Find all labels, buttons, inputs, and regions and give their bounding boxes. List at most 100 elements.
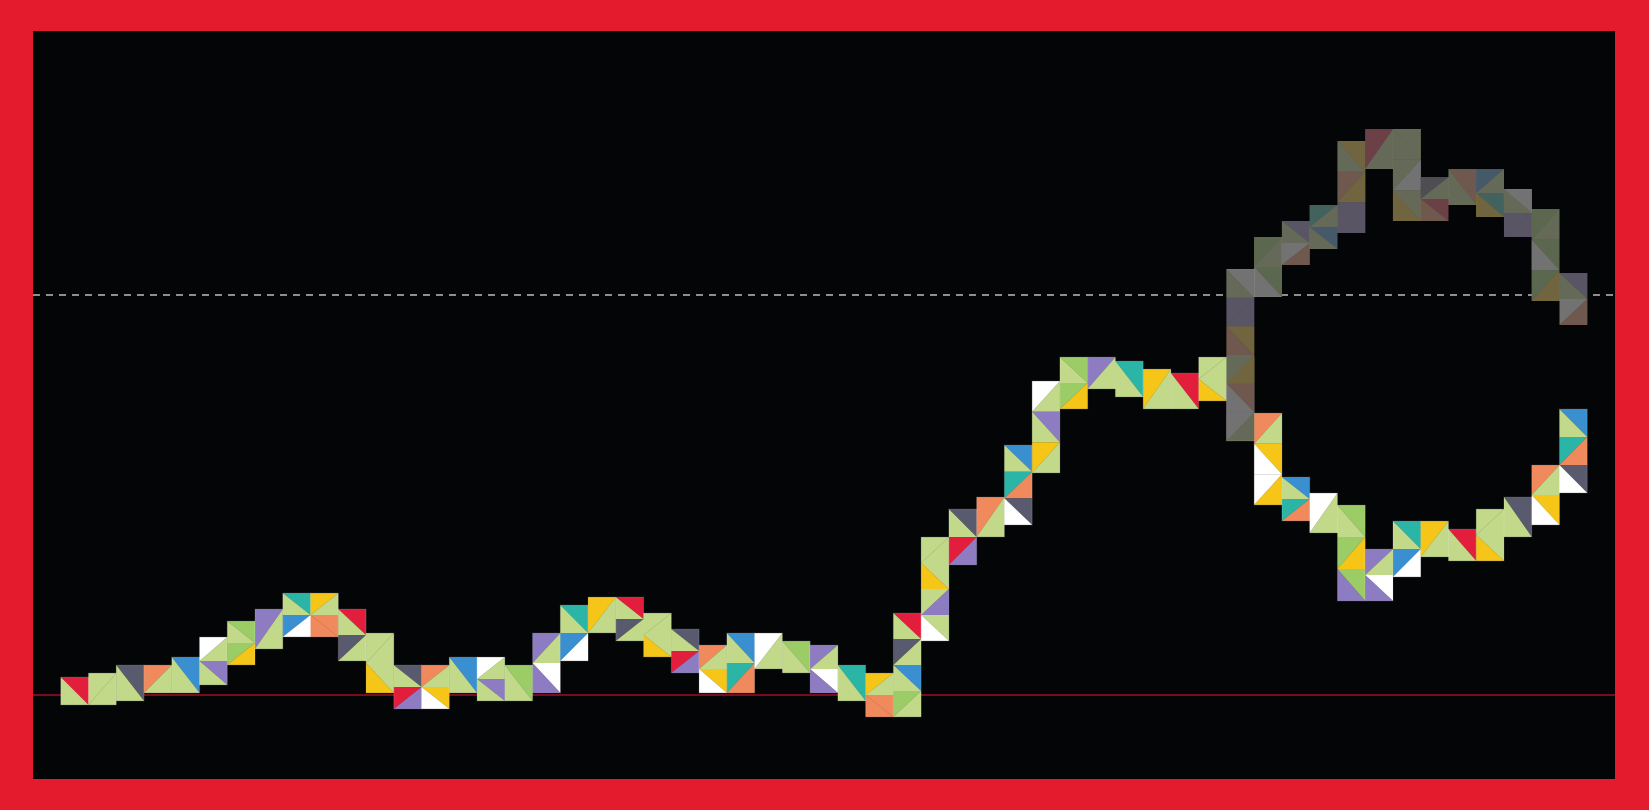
column [1448, 169, 1477, 205]
tile [1115, 361, 1144, 397]
tile [976, 497, 1005, 537]
tile [921, 589, 949, 615]
column [1254, 237, 1282, 297]
outline [1531, 464, 1560, 526]
column [1336, 504, 1366, 602]
tile [1559, 409, 1588, 438]
tile [421, 687, 450, 709]
column [726, 632, 756, 694]
tile [1198, 357, 1227, 379]
tile [893, 639, 922, 665]
tile [754, 633, 783, 669]
tile [477, 679, 505, 701]
tile [1198, 379, 1227, 401]
outline [1558, 408, 1588, 494]
tile [1337, 568, 1366, 601]
column [1420, 177, 1449, 221]
column [448, 656, 478, 694]
column [1226, 269, 1255, 441]
tile [1032, 442, 1060, 473]
column [115, 664, 145, 702]
tile [1420, 521, 1449, 557]
tile [477, 657, 505, 679]
tile [1004, 471, 1033, 499]
tile [921, 537, 949, 564]
tile [1004, 471, 1033, 499]
tile [810, 669, 838, 693]
tile [1392, 549, 1421, 577]
tile [393, 687, 422, 709]
tile [1309, 493, 1338, 533]
tile [865, 695, 894, 717]
tile [699, 645, 727, 669]
tile [199, 661, 228, 685]
tile [338, 609, 367, 635]
column [1031, 380, 1061, 474]
column [143, 664, 173, 694]
tile [1004, 498, 1033, 525]
column [1364, 548, 1394, 602]
column [1198, 356, 1227, 402]
tile [671, 651, 700, 673]
tile [893, 690, 922, 717]
tile [421, 665, 450, 687]
tile [1254, 474, 1282, 505]
column [754, 632, 783, 670]
column [1309, 205, 1338, 249]
tile [1476, 535, 1504, 561]
tile [1392, 521, 1421, 549]
column [1476, 169, 1504, 217]
tile [1281, 499, 1310, 521]
outline [532, 632, 561, 694]
tile [532, 633, 561, 663]
shade [1309, 205, 1338, 249]
tile [1337, 568, 1366, 601]
tile [449, 657, 478, 693]
tile [116, 665, 145, 701]
tile [1143, 369, 1171, 409]
tile [366, 633, 394, 663]
shade [1559, 273, 1588, 325]
tile [1254, 413, 1282, 444]
column [310, 592, 339, 638]
column [1503, 189, 1532, 237]
tile [1559, 464, 1588, 493]
outline [1003, 444, 1033, 526]
tile [671, 629, 700, 651]
tile [1531, 495, 1560, 525]
tile [643, 635, 672, 657]
tile [615, 597, 644, 619]
column [781, 640, 811, 674]
column [1447, 528, 1477, 562]
tile [1004, 498, 1033, 525]
column [199, 636, 228, 686]
shade [1476, 169, 1504, 217]
tile [893, 613, 922, 640]
column [670, 628, 700, 674]
shade [1392, 129, 1421, 221]
tile [88, 673, 117, 705]
column [282, 592, 312, 638]
column [920, 536, 950, 642]
tile [560, 605, 589, 633]
tile [477, 657, 505, 679]
tile [227, 643, 256, 665]
tile [227, 621, 256, 643]
column [1281, 476, 1311, 522]
tile [199, 637, 228, 661]
tile [116, 665, 145, 701]
column [421, 664, 450, 710]
shade [1365, 129, 1393, 169]
tile [310, 593, 339, 615]
column [892, 612, 922, 718]
outline [1031, 380, 1061, 474]
column [1365, 129, 1393, 169]
tile [1559, 409, 1588, 438]
column [1420, 520, 1449, 558]
tile [588, 597, 616, 633]
column [88, 672, 117, 706]
column [1503, 496, 1533, 538]
column [504, 664, 534, 702]
